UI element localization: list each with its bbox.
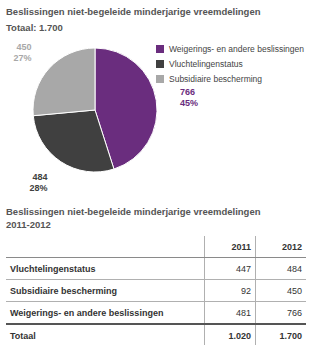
html-text:484: 484	[287, 263, 302, 274]
svg-text:45027%: 45027%	[13, 42, 31, 63]
html-text:Weigerings- en andere beslissi: Weigerings- en andere beslissingen	[10, 307, 164, 318]
svg-text:76645%: 76645%	[180, 87, 198, 108]
html-text:Totaal: 1.700: Totaal: 1.700	[6, 22, 63, 33]
html-text:766: 766	[287, 307, 302, 318]
html-text:2011: 2011	[231, 241, 251, 252]
html-text:450: 450	[287, 285, 302, 296]
html-text:Vluchtelingenstatus: Vluchtelingenstatus	[10, 263, 96, 274]
html-text:Beslissingen niet-begeleide mi: Beslissingen niet-begeleide minderjarige…	[6, 6, 261, 17]
html-text:1.700: 1.700	[279, 330, 302, 341]
html-text:Weigerings- en andere beslissi: Weigerings- en andere beslissingen	[169, 44, 304, 54]
html-text:447: 447	[236, 263, 251, 274]
svg-text:48428%: 48428%	[30, 172, 48, 193]
html-text:Subsidiaire bescherming: Subsidiaire bescherming	[10, 285, 117, 296]
html-text:Totaal: Totaal	[10, 330, 36, 341]
html-text:481: 481	[236, 307, 251, 318]
html-text:Vluchtelingenstatus: Vluchtelingenstatus	[169, 59, 243, 69]
html-text:2011-2012: 2011-2012	[6, 219, 51, 230]
html-text:Beslissingen niet-begeleide mi: Beslissingen niet-begeleide minderjarige…	[6, 206, 261, 217]
html-text:92: 92	[241, 285, 251, 296]
html-text:2012: 2012	[282, 241, 302, 252]
html-text:Subsidiaire bescherming: Subsidiaire bescherming	[169, 74, 263, 84]
html-text:1.020: 1.020	[228, 330, 251, 341]
